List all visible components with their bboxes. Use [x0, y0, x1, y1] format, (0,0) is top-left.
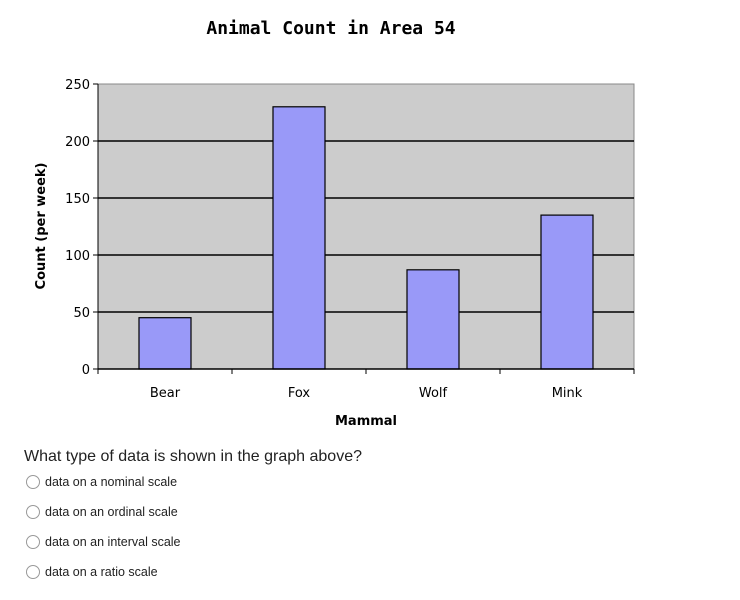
y-tick-label: 250 [65, 78, 90, 93]
radio-button[interactable] [26, 475, 40, 489]
y-tick-label: 150 [65, 192, 90, 207]
option-label: data on an ordinal scale [45, 505, 178, 519]
radio-button[interactable] [26, 565, 40, 579]
x-tick-label: Mink [552, 386, 583, 401]
chart-title: Animal Count in Area 54 [206, 18, 455, 39]
x-tick-label: Bear [150, 386, 181, 401]
y-tick-label: 200 [65, 135, 90, 150]
y-tick-label: 100 [65, 249, 90, 264]
x-axis-label: Mammal [335, 414, 397, 429]
bar-wolf [406, 269, 460, 370]
x-tick-label: Fox [288, 386, 311, 401]
y-axis-label: Count (per week) [34, 163, 49, 290]
radio-button[interactable] [26, 535, 40, 549]
answer-option[interactable]: data on an ordinal scale [26, 505, 178, 519]
option-label: data on a ratio scale [45, 565, 158, 579]
answer-option[interactable]: data on a ratio scale [26, 565, 158, 579]
bar-mink [540, 214, 594, 370]
x-tick-label: Wolf [419, 386, 448, 401]
answer-option[interactable]: data on a nominal scale [26, 475, 177, 489]
bar-bear [138, 317, 192, 370]
radio-button[interactable] [26, 505, 40, 519]
option-label: data on an interval scale [45, 535, 181, 549]
question-text: What type of data is shown in the graph … [24, 448, 362, 465]
bar-fox [272, 106, 326, 370]
option-label: data on a nominal scale [45, 475, 178, 489]
y-tick-label: 50 [73, 306, 90, 321]
y-tick-label: 0 [82, 363, 90, 378]
bar-chart: Animal Count in Area 54 0 50 100 150 200 250 B… [34, 18, 635, 429]
answer-option[interactable]: data on an interval scale [26, 535, 181, 549]
